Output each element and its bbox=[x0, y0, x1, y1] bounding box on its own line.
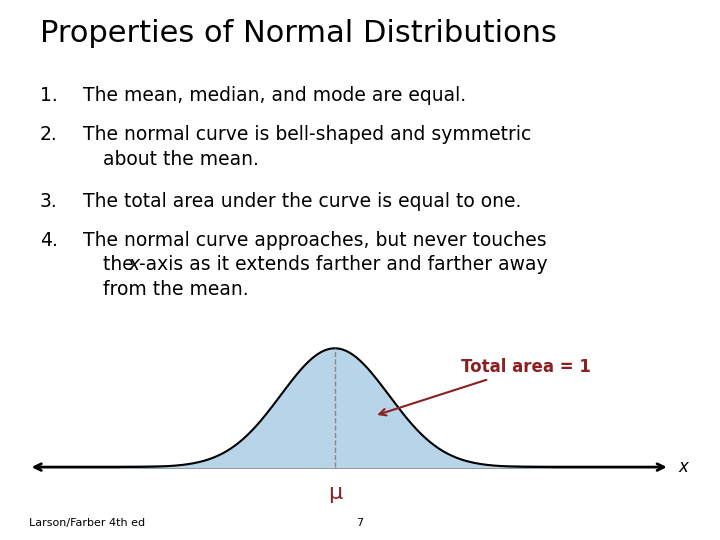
Text: Total area = 1: Total area = 1 bbox=[379, 358, 590, 415]
Text: 1.: 1. bbox=[40, 86, 58, 105]
Text: The total area under the curve is equal to one.: The total area under the curve is equal … bbox=[83, 192, 521, 211]
Text: 4.: 4. bbox=[40, 231, 58, 249]
Text: The mean, median, and mode are equal.: The mean, median, and mode are equal. bbox=[83, 86, 466, 105]
Text: 3.: 3. bbox=[40, 192, 58, 211]
Text: -axis as it extends farther and farther away: -axis as it extends farther and farther … bbox=[139, 255, 548, 274]
Text: 7: 7 bbox=[356, 518, 364, 528]
Text: The normal curve approaches, but never touches: The normal curve approaches, but never t… bbox=[83, 231, 546, 249]
Text: μ: μ bbox=[328, 483, 342, 503]
Text: x: x bbox=[678, 458, 688, 476]
Text: from the mean.: from the mean. bbox=[103, 280, 248, 299]
Text: about the mean.: about the mean. bbox=[103, 150, 258, 169]
Text: Larson/Farber 4th ed: Larson/Farber 4th ed bbox=[29, 518, 145, 528]
Text: 2.: 2. bbox=[40, 125, 58, 144]
Text: the: the bbox=[103, 255, 140, 274]
Text: x: x bbox=[128, 255, 139, 274]
Text: The normal curve is bell-shaped and symmetric: The normal curve is bell-shaped and symm… bbox=[83, 125, 531, 144]
Text: Properties of Normal Distributions: Properties of Normal Distributions bbox=[40, 19, 557, 48]
